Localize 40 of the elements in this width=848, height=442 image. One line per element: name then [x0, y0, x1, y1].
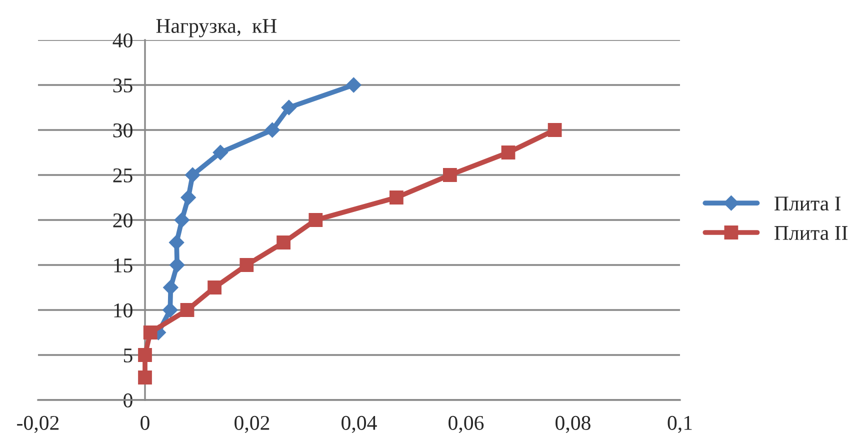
- point: [276, 236, 291, 250]
- x-tick-label: 0,02: [234, 416, 270, 433]
- point: [346, 77, 362, 93]
- point: [162, 302, 178, 318]
- legend-label: Плита I: [774, 196, 841, 211]
- legend-label: Плита II: [774, 226, 848, 240]
- y-tick-label: 20: [113, 213, 132, 228]
- point: [174, 212, 190, 228]
- point: [185, 167, 200, 183]
- x-tick-label: 0: [140, 416, 150, 430]
- point: [143, 326, 158, 340]
- y-tick-label: 30: [113, 123, 132, 138]
- point: [281, 100, 296, 116]
- y-tick-label: 25: [113, 168, 132, 182]
- point: [212, 144, 228, 160]
- point: [208, 280, 222, 294]
- point: [308, 213, 323, 227]
- y-tick-label: 5: [124, 348, 132, 362]
- point: [443, 168, 457, 182]
- point: [548, 123, 562, 137]
- point: [180, 190, 196, 206]
- x-tick-label: 0,1: [668, 416, 692, 433]
- point: [138, 348, 152, 362]
- x-tick-label: 0,08: [556, 416, 590, 433]
- point: [264, 122, 280, 138]
- y-tick-label: 15: [114, 258, 132, 272]
- y-tick-label: 40: [112, 33, 132, 48]
- point: [168, 234, 184, 250]
- x-tick-label: 0,06: [448, 416, 484, 433]
- point: [170, 257, 185, 273]
- point: [138, 370, 152, 384]
- x-tick-label: -0,02: [17, 416, 59, 433]
- y-tick-label: 10: [114, 303, 132, 318]
- point: [180, 303, 194, 317]
- x-tick-label: 0,04: [342, 416, 377, 433]
- point: [240, 258, 254, 272]
- point: [390, 190, 404, 204]
- point: [501, 146, 516, 160]
- y-axis-title: Нагрузка, кН: [156, 19, 277, 38]
- y-tick-label: 35: [113, 78, 132, 92]
